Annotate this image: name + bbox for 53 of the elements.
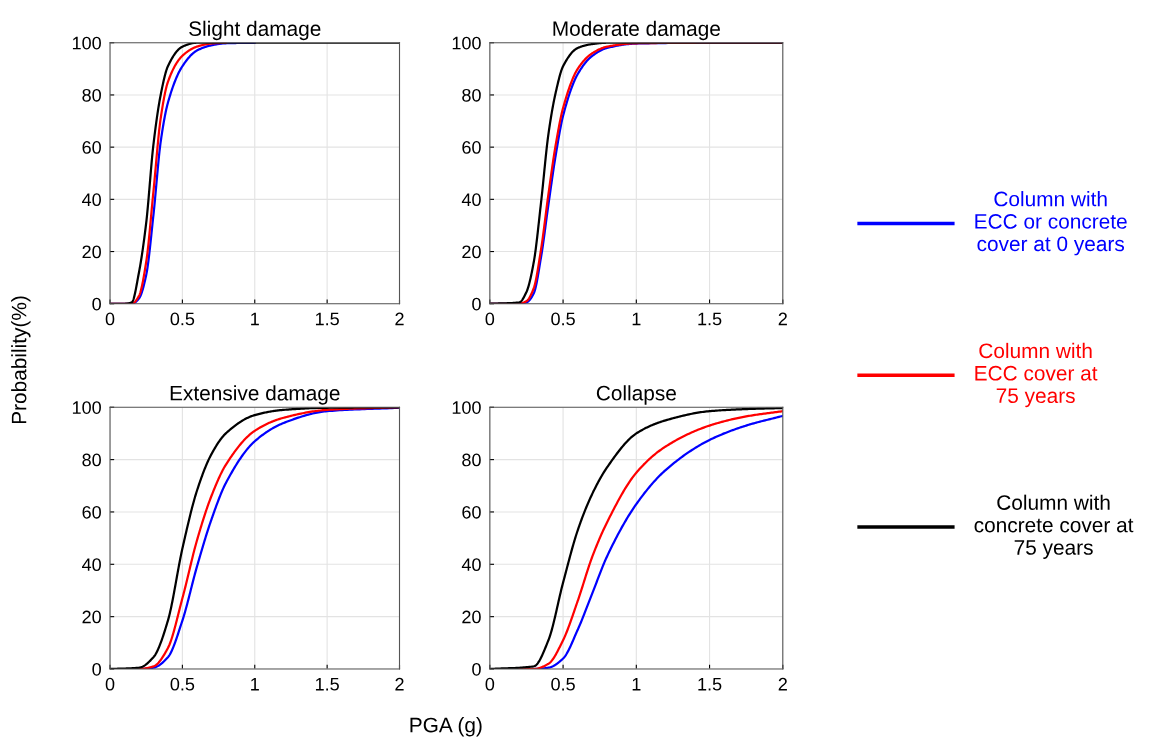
- y-tick-label: 80: [462, 453, 481, 467]
- y-tick-label: 80: [82, 88, 101, 102]
- y-tick-label: 0: [472, 297, 481, 311]
- y-tick-label: 20: [462, 245, 481, 259]
- y-tick-label: 100: [72, 36, 101, 50]
- y-tick-label: 60: [82, 141, 101, 154]
- x-tick-label: 0.5: [170, 677, 195, 691]
- x-tick-label: 2: [778, 677, 787, 691]
- chart-title: Moderate damage: [553, 20, 720, 41]
- x-tick-label: 1: [251, 312, 259, 326]
- text: Column with concrete cover at 75 years: [974, 494, 1134, 559]
- x-tick-label: 0: [485, 677, 495, 691]
- y-tick-label: 40: [82, 193, 101, 207]
- x-tick-label: 1.5: [698, 678, 722, 691]
- y-tick-label: 100: [72, 401, 101, 414]
- y-tick-label: 60: [462, 505, 481, 519]
- chart-title: Slight damage: [189, 20, 321, 41]
- legend-label: Column with ECC cover at 75 years: [975, 342, 1098, 408]
- x-tick-label: 0.5: [551, 312, 575, 326]
- x-tick-label: 1.5: [698, 312, 722, 326]
- y-tick-label: 100: [452, 401, 481, 414]
- y-axis-title: Probability(%): [11, 296, 31, 424]
- y-tick-label: 20: [82, 610, 101, 624]
- y-tick-label: 100: [452, 36, 481, 50]
- y-tick-label: 60: [82, 505, 101, 519]
- y-tick-label: 0: [92, 297, 101, 311]
- x-tick-label: 1: [632, 678, 641, 691]
- x-axis-title: PGA (g): [410, 717, 482, 737]
- y-tick-label: 20: [82, 245, 101, 259]
- x-tick-label: 0: [105, 312, 115, 326]
- x-tick-label: 0: [105, 677, 115, 691]
- x-tick-label: 0.5: [551, 677, 575, 691]
- y-tick-label: 80: [82, 453, 101, 467]
- x-tick-label: 1.5: [315, 312, 339, 326]
- y-tick-label: 40: [461, 193, 481, 207]
- chart-title: Collapse: [596, 385, 676, 405]
- x-tick-label: 0.5: [170, 312, 195, 326]
- y-tick-label: 80: [462, 88, 481, 102]
- text: Column with ECC or concrete cover at 0 years: [975, 191, 1127, 256]
- x-tick-label: 1: [632, 312, 641, 326]
- y-tick-label: 40: [461, 558, 481, 572]
- x-tick-label: 1.5: [315, 678, 339, 691]
- y-tick-label: 60: [462, 141, 481, 154]
- x-tick-label: 1: [251, 678, 259, 691]
- y-tick-label: 20: [462, 610, 481, 624]
- x-tick-label: 2: [395, 677, 404, 691]
- y-tick-label: 0: [92, 662, 101, 676]
- x-tick-label: 2: [778, 312, 787, 326]
- y-tick-label: 0: [472, 662, 481, 676]
- chart-title: Extensive damage: [170, 385, 340, 405]
- x-tick-label: 0: [485, 312, 495, 326]
- x-tick-label: 2: [395, 312, 404, 326]
- y-tick-label: 40: [82, 558, 101, 572]
